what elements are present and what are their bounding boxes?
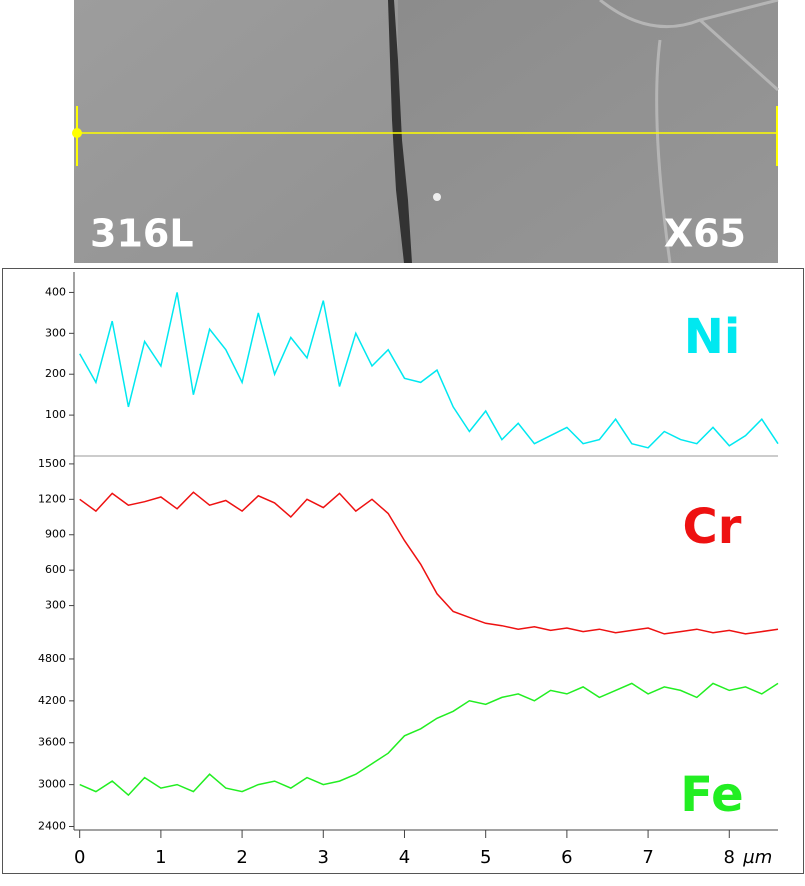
series-label: Fe xyxy=(680,767,743,823)
y-tick-label: 4800 xyxy=(38,652,66,665)
y-tick-label: 2400 xyxy=(38,820,66,833)
y-tick-label: 100 xyxy=(45,408,66,421)
y-tick-label: 200 xyxy=(45,367,66,380)
y-tick-label: 900 xyxy=(45,528,66,541)
chart-frame xyxy=(2,268,804,874)
image-label: X65 xyxy=(664,212,746,256)
y-tick-label: 300 xyxy=(45,326,66,339)
data-line xyxy=(79,491,779,635)
x-tick-label: 2 xyxy=(236,847,247,868)
y-tick-label: 1200 xyxy=(38,492,66,505)
x-tick-label: 3 xyxy=(318,847,329,868)
x-tick-label: 0 xyxy=(74,847,85,868)
y-tick-label: 400 xyxy=(45,285,66,298)
x-tick-label: 8 xyxy=(724,847,735,868)
y-tick-label: 300 xyxy=(45,599,66,612)
sem-image: 316L X65 xyxy=(72,0,780,264)
series-label: Cr xyxy=(683,499,742,555)
y-tick-label: 3600 xyxy=(38,736,66,749)
y-tick-label: 4200 xyxy=(38,694,66,707)
image-label: 316L xyxy=(90,212,194,256)
x-tick-label: 6 xyxy=(561,847,572,868)
x-tick-label: 4 xyxy=(399,847,410,868)
data-line xyxy=(79,292,779,449)
plot: 0 1 2 3 4 5 6 7 8 µm 100 200 300 400 Ni 300 600 900 1200 15… xyxy=(38,285,779,868)
y-tick-label: 3000 xyxy=(38,778,66,791)
series-label: Ni xyxy=(684,309,741,365)
y-tick-label: 600 xyxy=(45,563,66,576)
x-tick-label: 1 xyxy=(155,847,166,868)
y-tick-label: 1500 xyxy=(38,457,66,470)
x-axis-label: µm xyxy=(742,847,772,868)
data-line xyxy=(79,682,779,797)
x-tick-label: 7 xyxy=(642,847,653,868)
x-tick-label: 5 xyxy=(480,847,491,868)
